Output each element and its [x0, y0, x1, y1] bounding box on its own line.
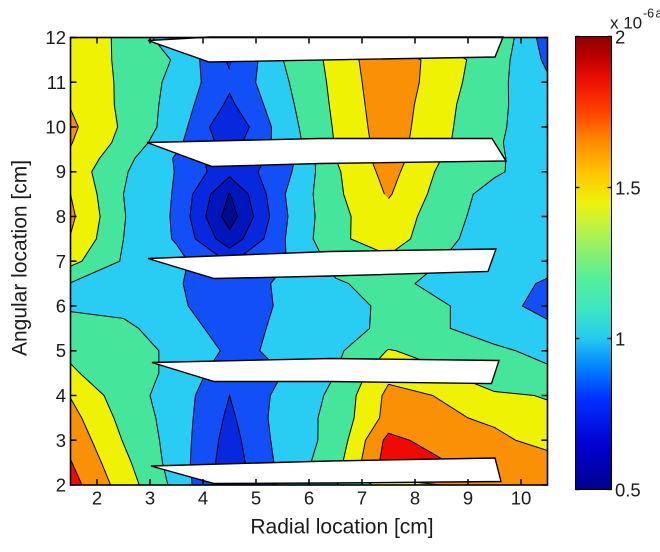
svg-text:0.5: 0.5: [615, 480, 641, 501]
svg-text:3: 3: [56, 430, 66, 451]
svg-text:11: 11: [47, 72, 66, 93]
svg-text:7: 7: [357, 488, 367, 509]
svg-text:12: 12: [45, 27, 66, 48]
svg-text:x 10: x 10: [610, 14, 642, 33]
svg-text:-6: -6: [643, 7, 654, 21]
svg-text:8: 8: [410, 488, 420, 509]
svg-text:2: 2: [92, 488, 102, 509]
svg-text:10: 10: [511, 488, 532, 509]
svg-text:Radial location [cm]: Radial location [cm]: [250, 516, 433, 539]
svg-text:3: 3: [145, 488, 155, 509]
svg-text:8: 8: [56, 206, 66, 227]
svg-text:9: 9: [463, 488, 473, 509]
svg-text:5: 5: [251, 488, 261, 509]
svg-text:4: 4: [198, 488, 208, 509]
svg-text:6: 6: [304, 488, 314, 509]
svg-text:9: 9: [56, 161, 66, 182]
svg-text:1: 1: [615, 329, 625, 350]
svg-text:a: a: [656, 7, 660, 21]
svg-text:5: 5: [56, 340, 66, 361]
svg-text:10: 10: [45, 117, 66, 138]
svg-text:1.5: 1.5: [615, 178, 641, 199]
svg-text:7: 7: [56, 251, 66, 272]
svg-text:4: 4: [56, 385, 66, 406]
svg-text:Angular location [cm]: Angular location [cm]: [9, 160, 32, 356]
svg-text:6: 6: [56, 296, 66, 317]
svg-text:2: 2: [56, 475, 66, 496]
